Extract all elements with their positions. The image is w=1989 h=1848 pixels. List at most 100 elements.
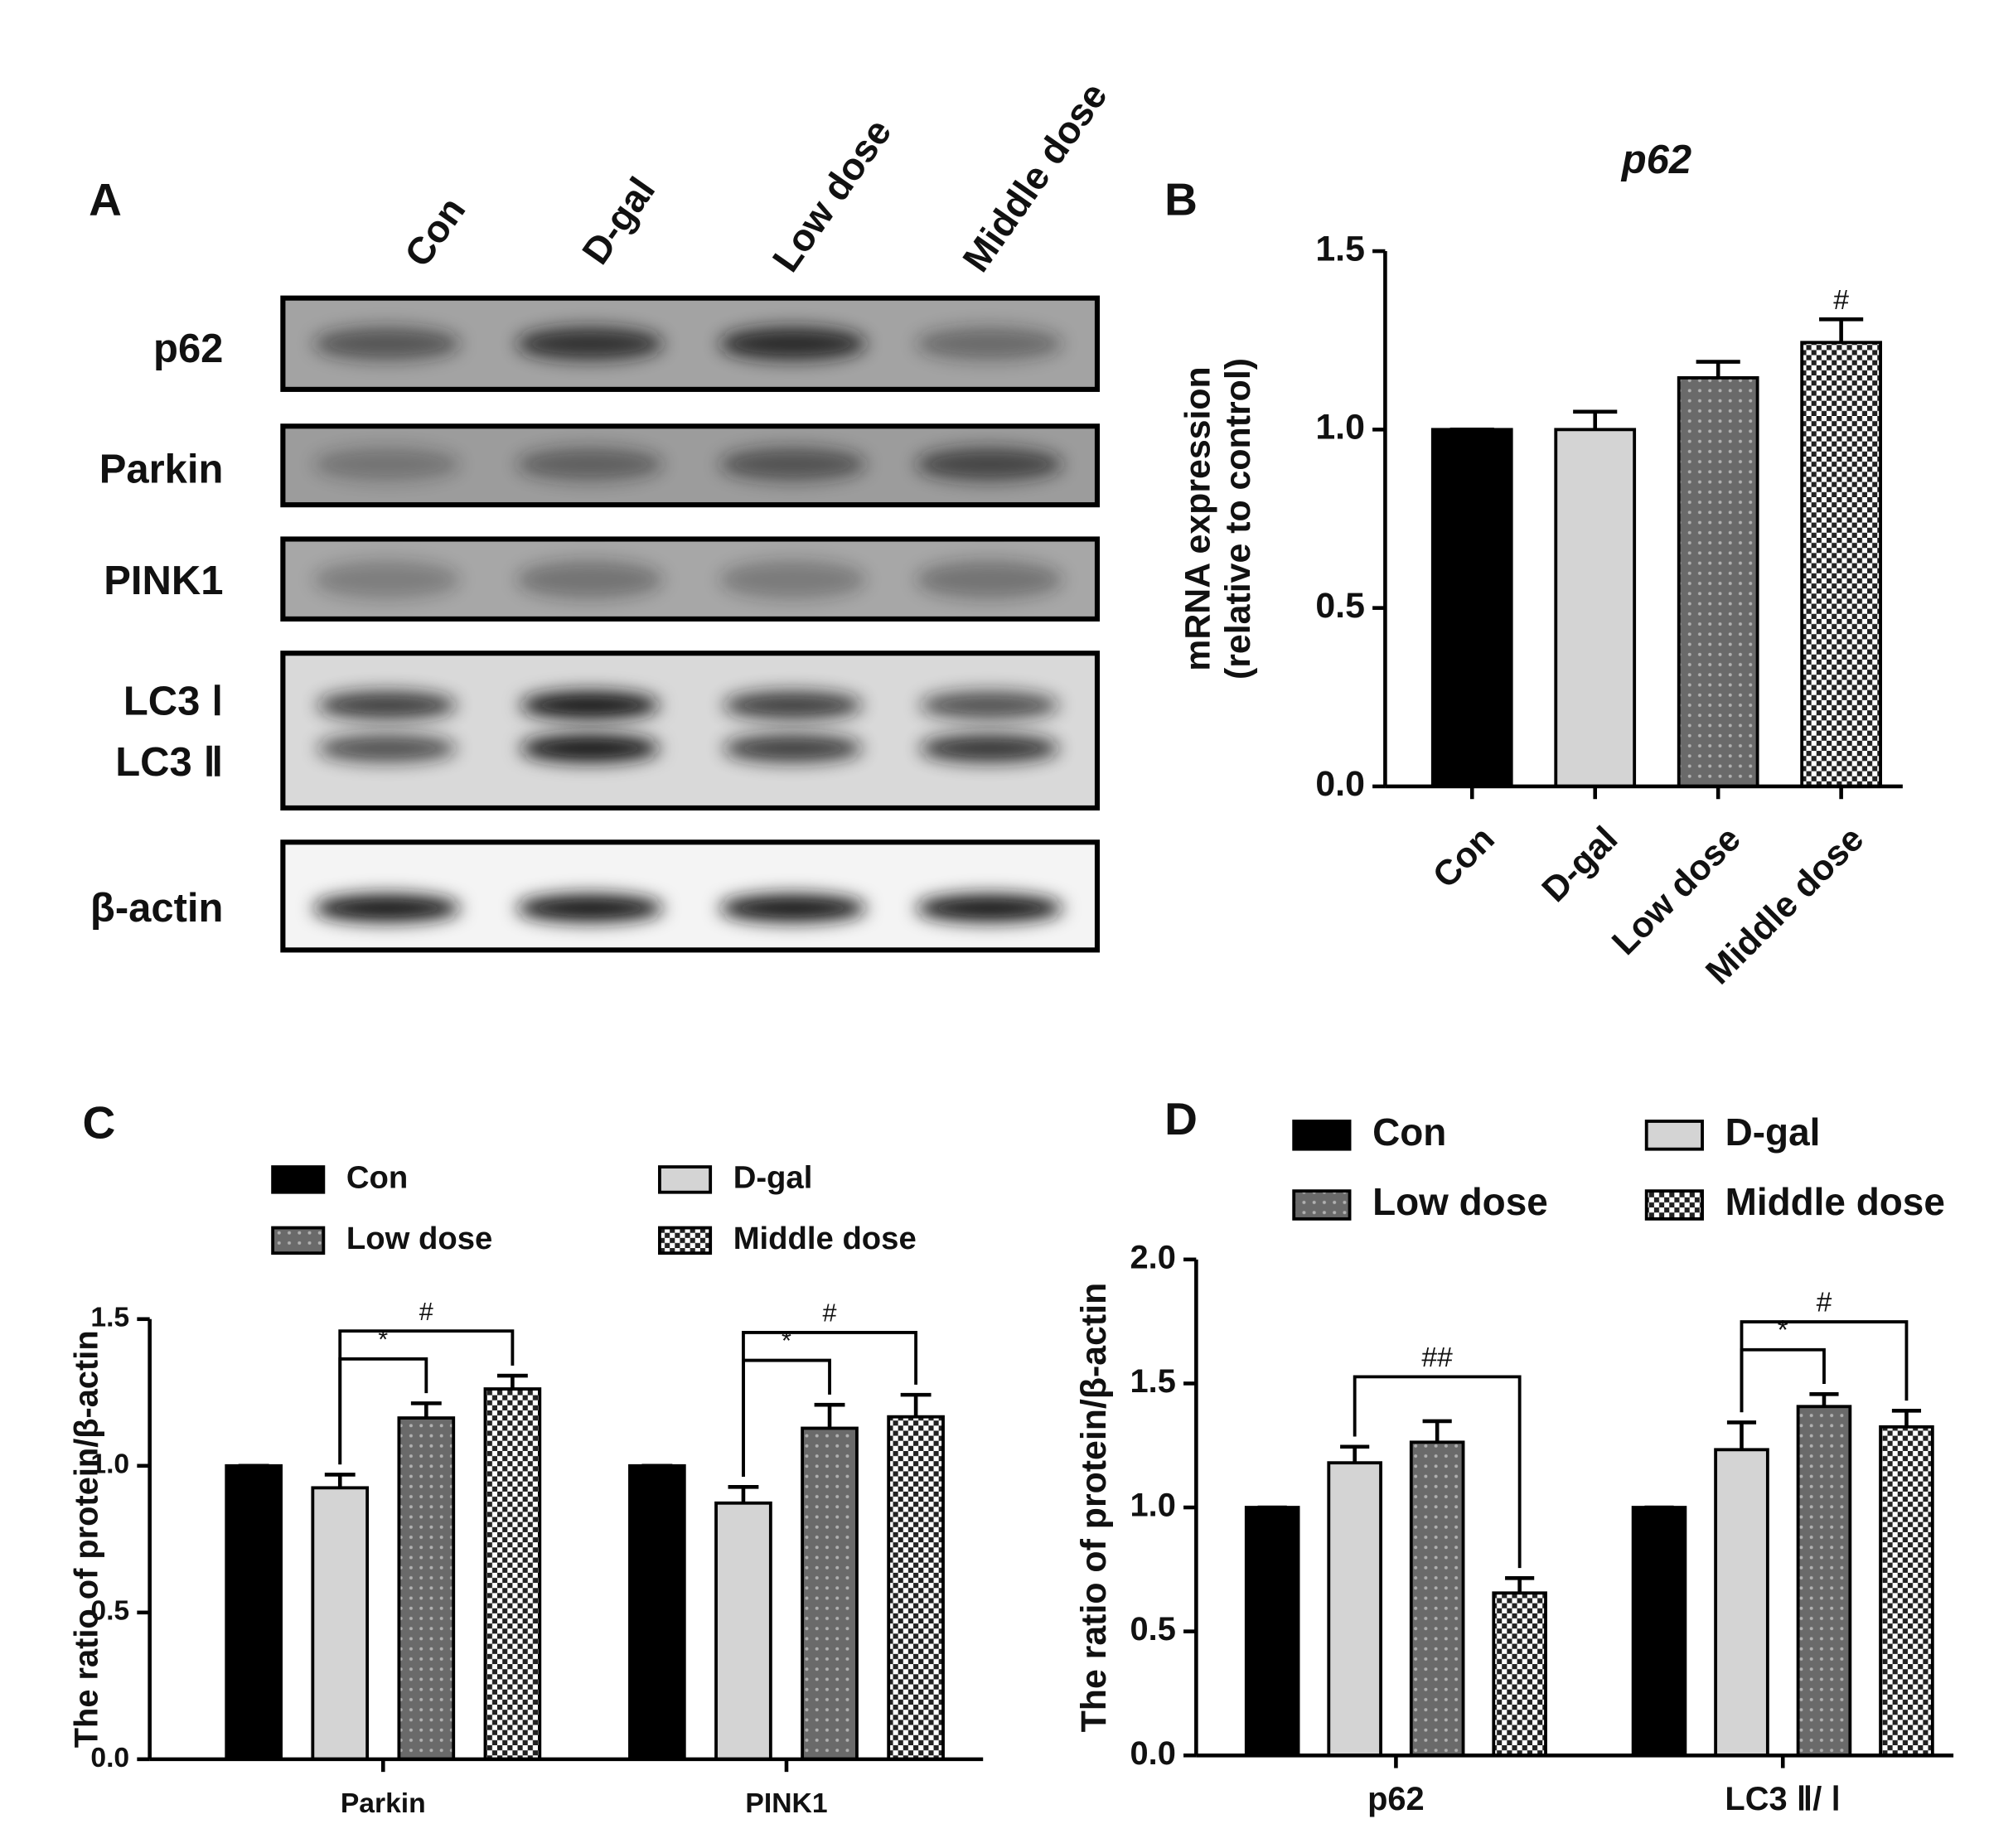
bar bbox=[483, 1387, 542, 1761]
y-tick-label: 1.5 bbox=[1130, 1363, 1176, 1400]
legend-swatch bbox=[1292, 1120, 1352, 1151]
annotation: ## bbox=[1421, 1342, 1453, 1373]
blot-band bbox=[916, 560, 1063, 599]
bar bbox=[1554, 428, 1637, 788]
significance-bracket bbox=[1740, 1320, 1909, 1413]
legend-label: Con bbox=[346, 1160, 408, 1196]
bar bbox=[887, 1415, 945, 1761]
bar bbox=[1800, 341, 1882, 788]
blot-band bbox=[515, 447, 664, 481]
y-tick-label: 0.0 bbox=[1130, 1735, 1176, 1772]
annotation: # bbox=[823, 1299, 837, 1328]
significance-bracket bbox=[1353, 1375, 1522, 1569]
y-tick-label: 0.5 bbox=[1130, 1611, 1176, 1647]
bar bbox=[714, 1501, 772, 1761]
significance-bracket bbox=[1740, 1347, 1826, 1413]
panel-label: D bbox=[1164, 1093, 1198, 1144]
blot-band bbox=[719, 894, 867, 922]
legend-swatch bbox=[271, 1226, 326, 1255]
bar bbox=[225, 1463, 283, 1761]
y-tick-label: 1.0 bbox=[1315, 408, 1365, 447]
blot-band bbox=[719, 447, 867, 481]
blot-panel bbox=[283, 653, 1097, 808]
y-tick-label: 0.5 bbox=[90, 1596, 129, 1627]
x-tick-label: Parkin bbox=[341, 1788, 426, 1819]
y-tick-label: 2.0 bbox=[1130, 1239, 1176, 1275]
blot-row-label: PINK1 bbox=[104, 559, 223, 603]
annotation: * bbox=[1778, 1315, 1788, 1346]
x-tick-label: PINK1 bbox=[745, 1788, 827, 1819]
bar bbox=[311, 1486, 370, 1761]
y-tick-label: 1.5 bbox=[90, 1303, 129, 1333]
legend-label: Middle dose bbox=[733, 1221, 917, 1256]
x-tick-label: p62 bbox=[1367, 1781, 1425, 1817]
lane-label: Con bbox=[396, 189, 474, 274]
y-axis-label: mRNA expression bbox=[1178, 366, 1217, 670]
annotation: # bbox=[1833, 285, 1849, 316]
blot-border bbox=[280, 423, 1101, 508]
y-tick-label: 0.0 bbox=[1315, 764, 1365, 804]
blot-row-label: LC3 Ⅰ bbox=[123, 679, 224, 723]
blot-row-label: LC3 Ⅱ bbox=[115, 740, 223, 785]
bar bbox=[628, 1463, 686, 1761]
legend-swatch bbox=[1644, 1120, 1704, 1151]
annotation: # bbox=[1817, 1288, 1832, 1318]
bar bbox=[397, 1416, 456, 1761]
legend-swatch bbox=[271, 1165, 326, 1194]
chart-title: p62 bbox=[1620, 138, 1691, 182]
legend-label: Low dose bbox=[346, 1221, 492, 1256]
legend-label: Middle dose bbox=[1725, 1180, 1945, 1223]
bar bbox=[1327, 1461, 1382, 1758]
annotation: # bbox=[419, 1298, 433, 1326]
bar bbox=[801, 1426, 859, 1761]
lane-label: D-gal bbox=[573, 169, 663, 272]
legend-swatch bbox=[1644, 1189, 1704, 1221]
panel-label: B bbox=[1164, 173, 1198, 225]
bar bbox=[1714, 1448, 1769, 1758]
legend-label: Con bbox=[1372, 1110, 1446, 1154]
blot-band bbox=[313, 327, 461, 360]
bar bbox=[1492, 1591, 1547, 1758]
bar bbox=[1796, 1405, 1852, 1758]
blot-border bbox=[280, 536, 1101, 622]
bar bbox=[1879, 1425, 1934, 1758]
legend-swatch bbox=[658, 1165, 713, 1194]
blot-band bbox=[916, 327, 1063, 360]
panel-label: A bbox=[89, 173, 122, 225]
blot-band bbox=[313, 894, 461, 922]
blot-border bbox=[280, 295, 1101, 392]
blot-band bbox=[719, 327, 867, 360]
blot-band bbox=[313, 560, 461, 599]
blot-band bbox=[719, 560, 867, 599]
lane-label: Low dose bbox=[763, 111, 899, 279]
bar bbox=[1430, 428, 1513, 788]
annotation: * bbox=[782, 1327, 791, 1355]
legend-swatch bbox=[1292, 1189, 1352, 1221]
blot-band bbox=[515, 327, 664, 360]
blot-band bbox=[919, 691, 1060, 719]
blot-band bbox=[515, 894, 664, 922]
bar bbox=[1409, 1440, 1465, 1758]
x-tick-label: LC3 Ⅱ/ Ⅰ bbox=[1725, 1781, 1841, 1817]
y-axis-label: The ratio of protein/β-actin bbox=[69, 1330, 105, 1748]
blot-row-label: p62 bbox=[153, 327, 223, 371]
blot-band bbox=[723, 691, 863, 719]
blot-band bbox=[317, 734, 457, 762]
blot-band bbox=[515, 560, 664, 599]
y-tick-label: 0.5 bbox=[1315, 586, 1365, 626]
blot-band bbox=[916, 447, 1063, 481]
significance-bracket bbox=[338, 1329, 515, 1465]
y-tick-label: 0.0 bbox=[90, 1743, 129, 1773]
lane-label: Middle dose bbox=[954, 75, 1115, 279]
x-tick-label: D-gal bbox=[1535, 819, 1626, 910]
bar bbox=[1677, 375, 1759, 788]
blot-border bbox=[280, 651, 1101, 811]
legend-swatch bbox=[658, 1226, 713, 1255]
blot-band bbox=[520, 691, 660, 719]
y-axis-label: The ratio of protein/β-actin bbox=[1074, 1283, 1114, 1733]
legend-label: D-gal bbox=[733, 1160, 813, 1196]
blot-band bbox=[916, 894, 1063, 922]
blot-band bbox=[313, 447, 461, 481]
panel-label: C bbox=[83, 1097, 116, 1149]
